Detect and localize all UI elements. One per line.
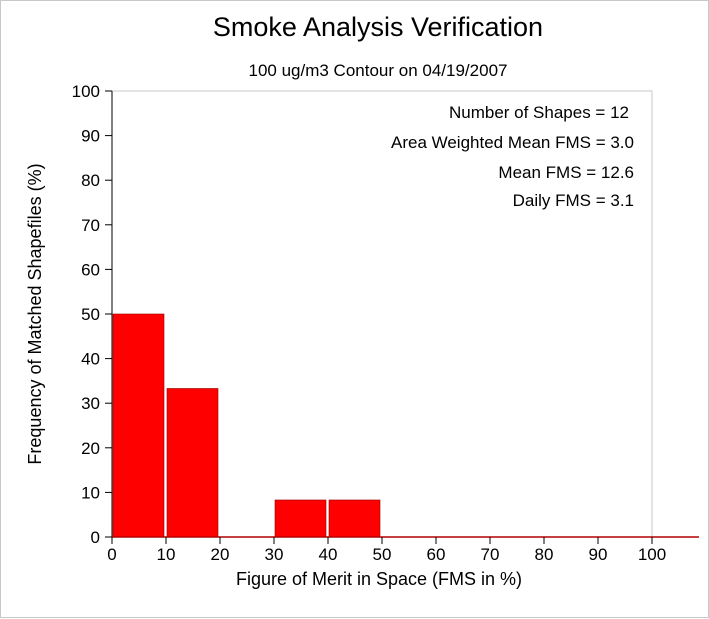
stat-number-of-shapes: Number of Shapes = 12 bbox=[449, 103, 629, 122]
y-tick-label-60: 60 bbox=[81, 260, 100, 279]
chart-subtitle: 100 ug/m3 Contour on 04/19/2007 bbox=[249, 61, 508, 80]
bar-0-10 bbox=[112, 313, 165, 538]
y-axis-ticks: 0 10 20 30 40 50 60 70 80 90 100 bbox=[72, 82, 112, 547]
x-tick-label-70: 70 bbox=[481, 545, 500, 564]
y-tick-label-40: 40 bbox=[81, 350, 100, 369]
stat-mean-fms: Mean FMS = 12.6 bbox=[498, 163, 634, 182]
stat-area-weighted-mean-fms: Area Weighted Mean FMS = 3.0 bbox=[391, 133, 634, 152]
y-tick-label-20: 20 bbox=[81, 439, 100, 458]
y-tick-label-80: 80 bbox=[81, 171, 100, 190]
x-tick-label-50: 50 bbox=[373, 545, 392, 564]
x-tick-label-10: 10 bbox=[157, 545, 176, 564]
x-axis-ticks: 0 10 20 30 40 50 60 70 80 90 100 bbox=[107, 537, 666, 564]
y-tick-label-70: 70 bbox=[81, 216, 100, 235]
x-tick-label-30: 30 bbox=[265, 545, 284, 564]
x-tick-label-90: 90 bbox=[589, 545, 608, 564]
x-tick-label-20: 20 bbox=[211, 545, 230, 564]
bar-10-20 bbox=[166, 388, 219, 538]
bar-40-50 bbox=[328, 499, 381, 538]
y-tick-label-50: 50 bbox=[81, 305, 100, 324]
y-tick-label-100: 100 bbox=[72, 82, 100, 101]
x-tick-label-80: 80 bbox=[535, 545, 554, 564]
bars-layer bbox=[112, 313, 381, 538]
stat-daily-fms: Daily FMS = 3.1 bbox=[513, 191, 634, 210]
y-tick-label-0: 0 bbox=[91, 528, 100, 547]
x-axis-label: Figure of Merit in Space (FMS in %) bbox=[236, 569, 522, 589]
y-tick-label-10: 10 bbox=[81, 483, 100, 502]
stats-box: Number of Shapes = 12 Area Weighted Mean… bbox=[391, 103, 634, 210]
x-tick-label-60: 60 bbox=[427, 545, 446, 564]
chart-title: Smoke Analysis Verification bbox=[213, 12, 543, 42]
y-tick-label-90: 90 bbox=[81, 127, 100, 146]
y-axis-label: Frequency of Matched Shapefiles (%) bbox=[25, 163, 45, 464]
x-tick-label-100: 100 bbox=[638, 545, 666, 564]
x-tick-label-40: 40 bbox=[319, 545, 338, 564]
x-tick-label-0: 0 bbox=[107, 545, 116, 564]
bar-30-40 bbox=[274, 499, 327, 538]
y-tick-label-30: 30 bbox=[81, 394, 100, 413]
